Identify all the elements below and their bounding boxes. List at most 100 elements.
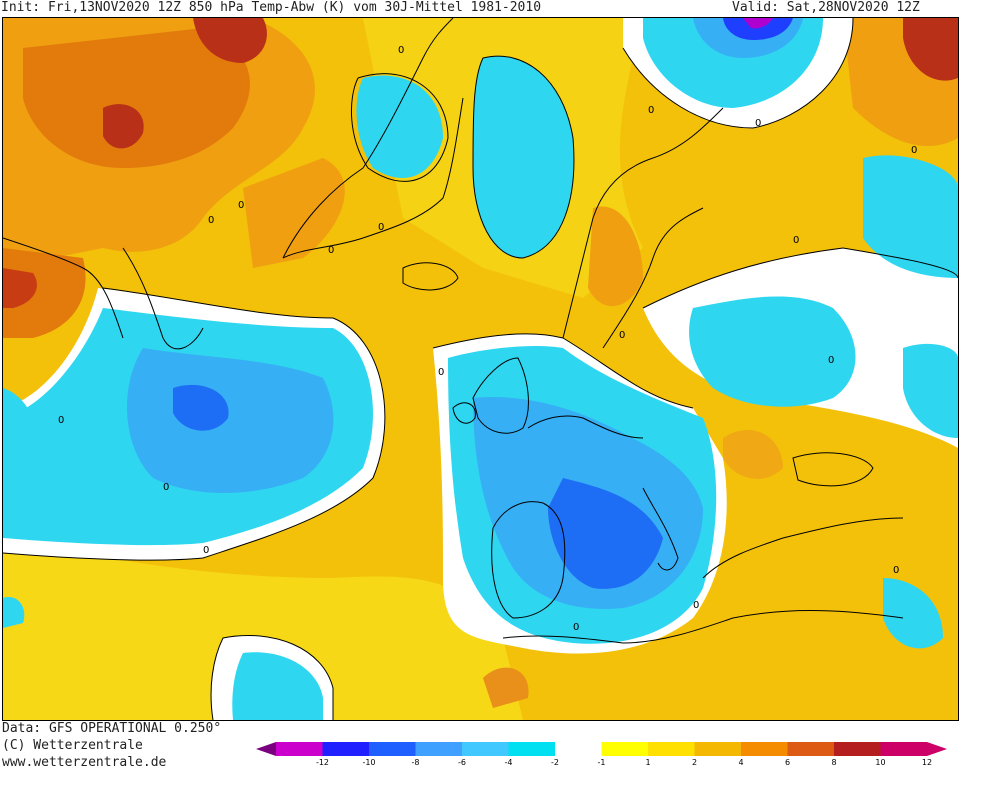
legend-swatch <box>787 742 834 756</box>
legend-swatch <box>369 742 416 756</box>
contour-label: 0 <box>828 355 834 366</box>
legend-tick-label: 2 <box>691 758 698 767</box>
color-legend: -12 -10 -8 -6 -4 -2 -1 1 2 4 6 8 10 12 <box>256 740 960 776</box>
contour-label: 0 <box>438 367 444 378</box>
anomaly-region-red <box>3 268 37 308</box>
legend-swatch <box>462 742 509 756</box>
greenland-coast <box>282 18 454 259</box>
legend-tick-label: 8 <box>831 758 837 767</box>
contour-label: 0 <box>203 545 209 556</box>
contour-label: 0 <box>793 235 799 246</box>
africa-coast <box>502 610 904 644</box>
anomaly-region-orange <box>588 206 643 307</box>
sweden-finland-coast <box>602 207 704 349</box>
legend-swatch <box>322 742 369 756</box>
legend-swatch <box>834 742 881 756</box>
anomaly-region-red <box>193 18 267 63</box>
contour-label: 0 <box>755 118 761 129</box>
zero-contour-line <box>622 18 854 129</box>
anomaly-region-cyan <box>3 597 25 628</box>
anomaly-region-cyan <box>689 296 856 407</box>
contour-label: 0 <box>911 145 917 156</box>
mediterranean-coast <box>702 517 904 579</box>
legend-tick-label: 10 <box>875 758 886 767</box>
zero-contour-line <box>3 287 386 561</box>
legend-tick-label: 4 <box>738 758 744 767</box>
contour-label: 0 <box>648 105 654 116</box>
init-title: Init: Fri,13NOV2020 12Z 850 hPa Temp-Abw… <box>1 0 542 15</box>
europe-coast <box>527 415 644 439</box>
canada-coast <box>3 237 124 339</box>
legend-swatch <box>694 742 741 756</box>
anomaly-region-cyan <box>356 75 443 178</box>
anomaly-region-light-blue <box>126 348 334 493</box>
contour-label: 0 <box>398 45 404 56</box>
zero-contours <box>3 18 958 720</box>
copyright-text: (C) Wetterzentrale <box>2 738 143 753</box>
legend-arrow-left <box>256 742 276 756</box>
contour-label: 0 <box>893 565 899 576</box>
anomaly-region-magenta <box>743 18 773 29</box>
legend-tick-label: -10 <box>362 758 376 767</box>
zero-contour-line <box>350 73 449 182</box>
contour-label: 0 <box>619 330 625 341</box>
anomaly-region-blue <box>723 18 793 40</box>
greenland-coast <box>282 97 464 259</box>
black-sea-coast <box>792 452 874 487</box>
header-bar: Init: Fri,13NOV2020 12Z 850 hPa Temp-Abw… <box>0 0 982 18</box>
website-text: www.wetterzentrale.de <box>2 755 167 770</box>
anomaly-region-dark-orange <box>23 28 250 168</box>
contour-label: 0 <box>208 215 214 226</box>
contour-label: 0 <box>238 200 244 211</box>
ireland-coast <box>452 402 476 424</box>
coastlines <box>3 18 904 644</box>
contour-label: 0 <box>328 245 334 256</box>
contour-label: 0 <box>573 622 579 633</box>
italy-coast <box>642 487 679 571</box>
contour-label: 0 <box>163 482 169 493</box>
legend-swatch <box>648 742 695 756</box>
zero-contour-line <box>210 634 334 720</box>
legend-arrow-right <box>927 742 947 756</box>
anomaly-region-orange <box>723 429 783 479</box>
legend-swatch <box>276 742 323 756</box>
anomaly-region-orange <box>3 248 86 338</box>
canada-coast <box>122 247 204 350</box>
legend-swatch <box>880 742 927 756</box>
legend-swatch <box>508 742 555 756</box>
uk-coast <box>472 357 529 434</box>
legend-tick-label: -8 <box>411 758 420 767</box>
anomaly-region-orange <box>243 158 345 268</box>
iceland-coast <box>402 262 459 291</box>
zero-contour-line <box>432 333 694 409</box>
anomaly-region-red <box>103 104 144 149</box>
contour-labels: 0 0 0 0 0 0 0 0 0 0 0 0 0 0 0 0 0 0 <box>58 45 917 633</box>
anomaly-region-blue <box>548 478 663 589</box>
iberia-coast <box>491 501 566 619</box>
legend-swatch <box>415 742 462 756</box>
anomaly-map[interactable]: 0 0 0 0 0 0 0 0 0 0 0 0 0 0 0 0 0 0 <box>2 17 959 721</box>
anomaly-region-cyan <box>883 578 943 649</box>
contour-label: 0 <box>378 222 384 233</box>
legend-colorbar <box>256 742 947 756</box>
legend-tick-label: -2 <box>551 758 559 767</box>
legend-tick-label: -1 <box>597 758 606 767</box>
valid-time: Valid: Sat,28NOV2020 12Z <box>732 0 920 15</box>
legend-tick-label: -6 <box>458 758 466 767</box>
anomaly-region-cyan <box>232 652 323 720</box>
legend-tick-label: -12 <box>315 758 330 767</box>
anomaly-region-red <box>903 18 958 81</box>
anomaly-region-light-yellow <box>3 538 523 720</box>
anomaly-region-cyan <box>3 388 37 463</box>
legend-swatch <box>555 742 602 756</box>
zero-contour-line <box>472 55 575 259</box>
norway-coast <box>562 107 724 339</box>
anomaly-region-orange <box>483 667 529 708</box>
legend-swatch <box>741 742 788 756</box>
legend-tick-label: 12 <box>921 758 933 767</box>
data-source-text: Data: GFS OPERATIONAL 0.250° <box>2 721 222 736</box>
anomaly-region-blue <box>173 384 229 431</box>
legend-tick-label: 6 <box>784 758 791 767</box>
legend-swatch <box>601 742 648 756</box>
anomaly-region-cyan <box>903 343 958 438</box>
